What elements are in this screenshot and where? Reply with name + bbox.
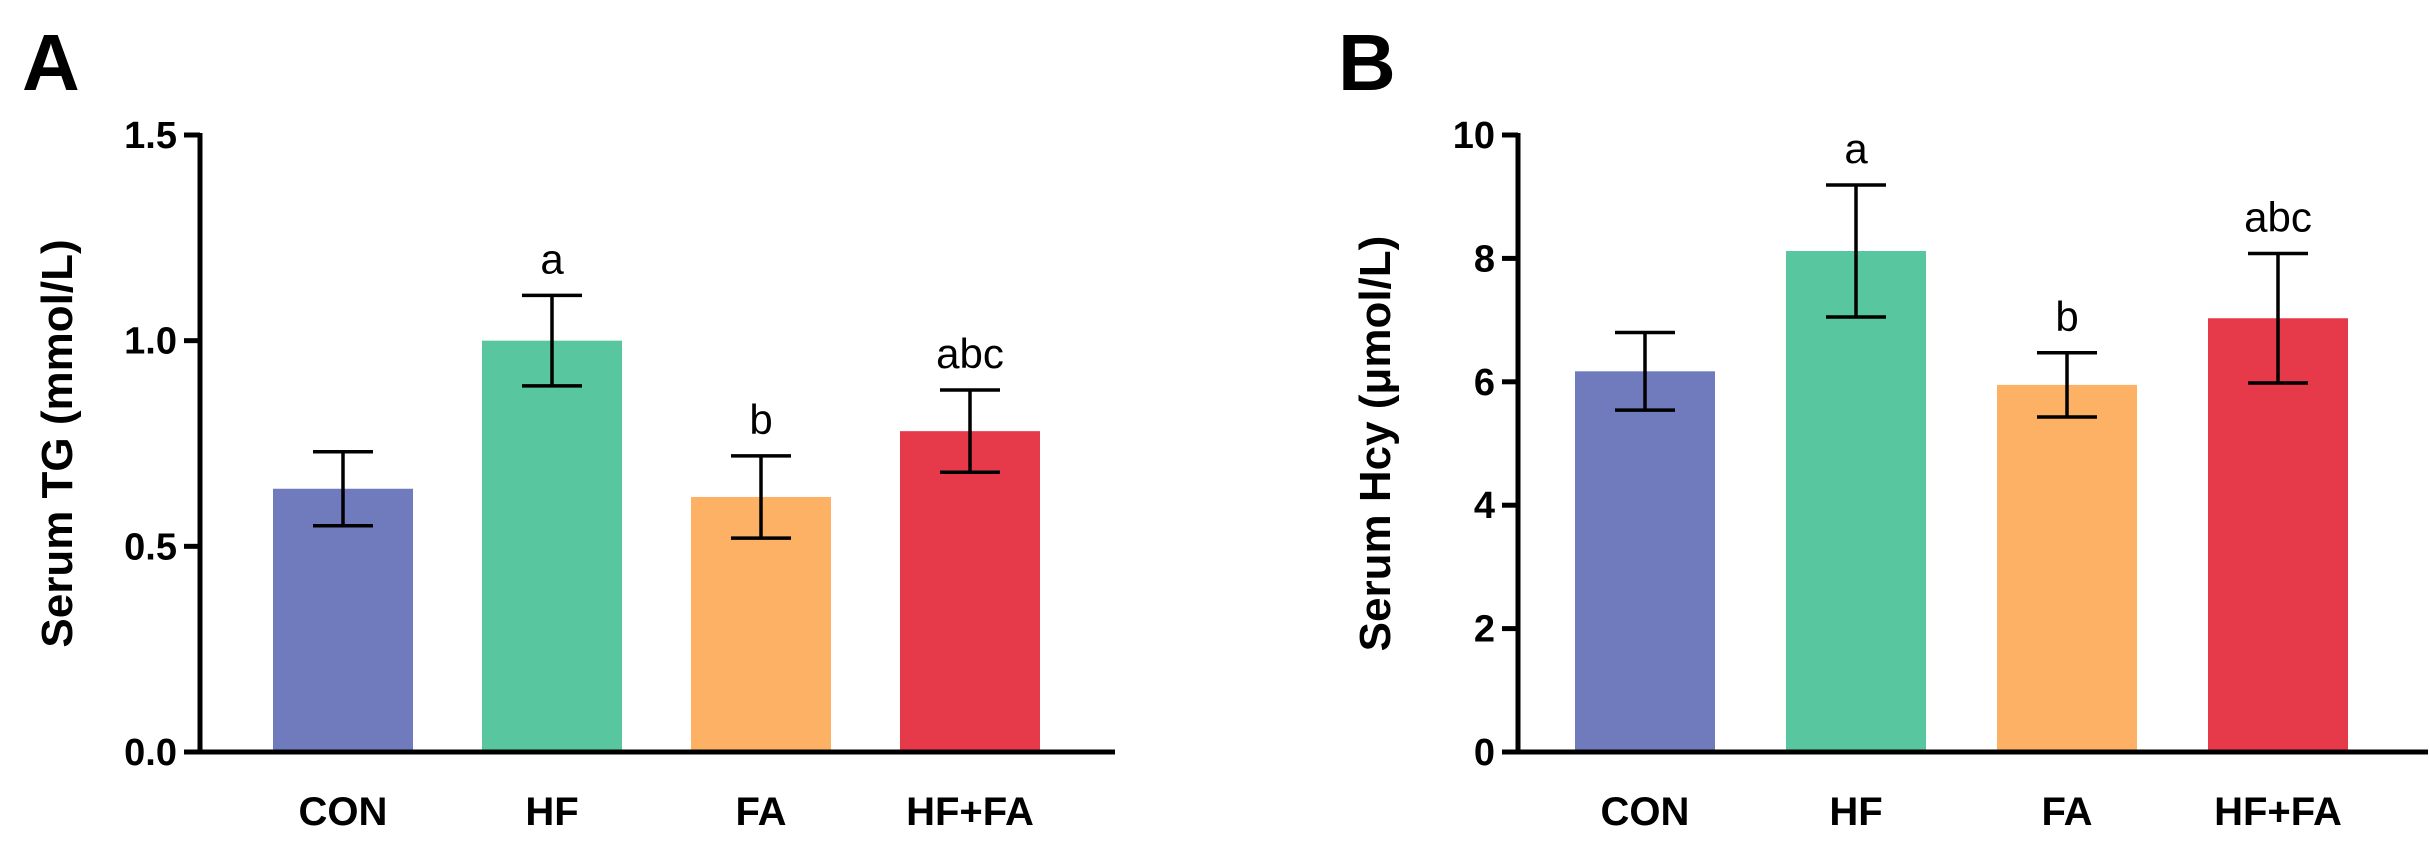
panel-letter-b: B <box>1338 18 1396 107</box>
y-tick-label: 1.0 <box>124 321 177 363</box>
panel-a: A CON a HF b FA abc HF+FA 0.0 0.5 1.0 1.5 Serum TG … <box>22 18 1115 834</box>
x-tick-label: HF <box>525 790 578 834</box>
y-axis-title: Serum Hcy (μmol/L) <box>1351 236 1400 652</box>
significance-label: b <box>749 396 772 443</box>
x-tick-label: FA <box>2041 790 2092 834</box>
bar-hf <box>482 340 622 752</box>
y-tick-label: 1.5 <box>124 115 177 157</box>
bar-hf-fa <box>2208 318 2348 752</box>
y-tick-label: 4 <box>1474 485 1495 527</box>
y-tick-label: 2 <box>1474 609 1495 651</box>
significance-label: abc <box>936 330 1004 377</box>
bar-hf-fa <box>900 431 1040 752</box>
significance-label: b <box>2055 293 2078 340</box>
significance-label: abc <box>2244 193 2312 240</box>
bar-hf <box>1786 250 1926 752</box>
y-tick-label: 10 <box>1453 115 1495 157</box>
y-tick-label: 0.0 <box>124 732 177 774</box>
y-axis-title: Serum TG (mmol/L) <box>33 239 82 647</box>
x-tick-label: CON <box>1601 790 1690 834</box>
panel-letter-a: A <box>22 18 80 107</box>
bar-con <box>1575 371 1715 752</box>
y-tick-label: 0 <box>1474 732 1495 774</box>
x-tick-label: CON <box>299 790 388 834</box>
bar-con <box>273 488 413 752</box>
y-tick-label: 0.5 <box>124 526 177 568</box>
significance-label: a <box>1844 125 1868 172</box>
significance-label: a <box>540 235 564 282</box>
y-tick-label: 8 <box>1474 238 1495 280</box>
x-tick-label: HF <box>1829 790 1882 834</box>
x-tick-label: FA <box>735 790 786 834</box>
x-tick-label: HF+FA <box>2214 790 2342 834</box>
bar-fa <box>1997 384 2137 752</box>
x-tick-label: HF+FA <box>906 790 1034 834</box>
panel-b: B CON a HF b FA abc HF+FA 0 2 4 6 8 10 Serum Hcy (μmo… <box>1338 18 2428 834</box>
y-tick-label: 6 <box>1474 362 1495 404</box>
